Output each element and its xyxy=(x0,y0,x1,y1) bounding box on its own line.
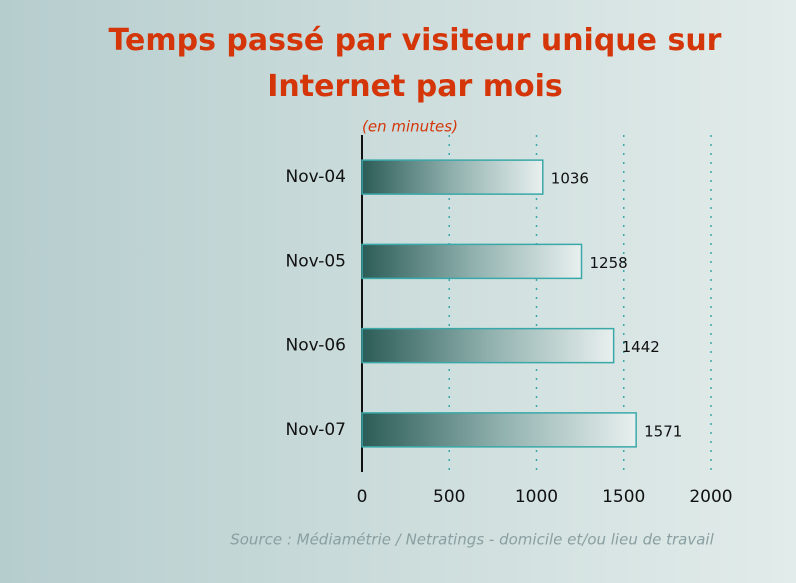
value-label: 1258 xyxy=(590,254,628,272)
x-tick-label: 2000 xyxy=(689,487,732,507)
value-label: 1442 xyxy=(622,338,660,356)
value-label: 1571 xyxy=(644,422,682,440)
x-tick-label: 500 xyxy=(433,487,465,507)
source: Source : Médiamétrie / Netratings - domi… xyxy=(230,531,714,549)
chart-title: Temps passé par visiteur unique sur Inte… xyxy=(108,23,722,104)
bar xyxy=(361,412,637,448)
y-tick-label: Nov-05 xyxy=(286,251,347,271)
y-tick-label: Nov-07 xyxy=(286,420,347,440)
x-tick-label: 1000 xyxy=(515,487,558,507)
bar xyxy=(361,159,544,195)
bar xyxy=(361,243,583,280)
y-tick-label: Nov-04 xyxy=(286,167,347,187)
subtitle: (en minutes) xyxy=(362,118,458,136)
value-label: 1036 xyxy=(551,170,589,188)
x-tick-label: 1500 xyxy=(602,487,645,507)
x-tick-label: 0 xyxy=(357,487,368,507)
y-tick-label: Nov-06 xyxy=(286,336,347,356)
bar xyxy=(361,327,615,364)
